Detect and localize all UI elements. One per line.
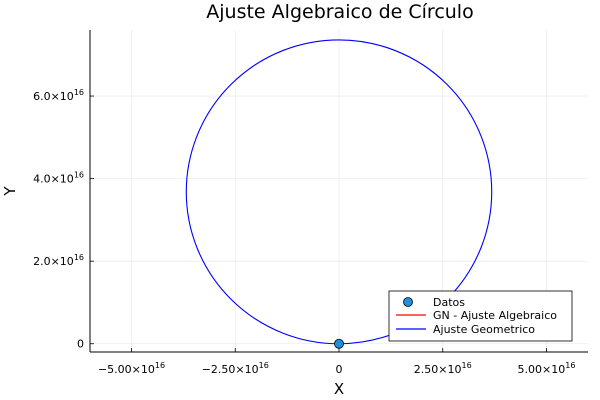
x-axis-label: X bbox=[334, 380, 344, 398]
legend-label-datos: Datos bbox=[433, 296, 465, 309]
legend: Datos GN - Ajuste Algebraico Ajuste Geom… bbox=[388, 290, 573, 342]
x-tick-label-1: −2.50×1016 bbox=[202, 361, 269, 376]
y-axis-label: Y bbox=[1, 186, 19, 197]
x-tick-label-2: 0 bbox=[336, 363, 343, 376]
x-tick-label-0: −5.00×1016 bbox=[98, 361, 165, 376]
y-tick-label-0: 0 bbox=[77, 338, 84, 351]
y-tick-label-3: 6.0×1016 bbox=[33, 88, 84, 103]
plot-area bbox=[185, 39, 493, 349]
y-ticks: 0 2.0×1016 4.0×1016 6.0×1016 bbox=[33, 88, 94, 351]
y-tick-label-2: 4.0×1016 bbox=[33, 171, 84, 186]
legend-label-geometrico: Ajuste Geometrico bbox=[433, 323, 535, 336]
legend-marker-datos bbox=[403, 297, 413, 307]
chart-title: Ajuste Algebraico de Círculo bbox=[206, 1, 473, 23]
x-ticks: −5.00×1016 −2.50×1016 0 2.50×1016 5.00×1016 bbox=[98, 348, 576, 376]
y-tick-label-1: 2.0×1016 bbox=[33, 253, 84, 268]
legend-label-algebraico: GN - Ajuste Algebraico bbox=[433, 309, 557, 322]
x-tick-label-3: 2.50×1016 bbox=[414, 361, 472, 376]
legend-box bbox=[388, 290, 573, 342]
x-tick-label-4: 5.00×1016 bbox=[518, 361, 576, 376]
data-point-0 bbox=[334, 338, 344, 349]
